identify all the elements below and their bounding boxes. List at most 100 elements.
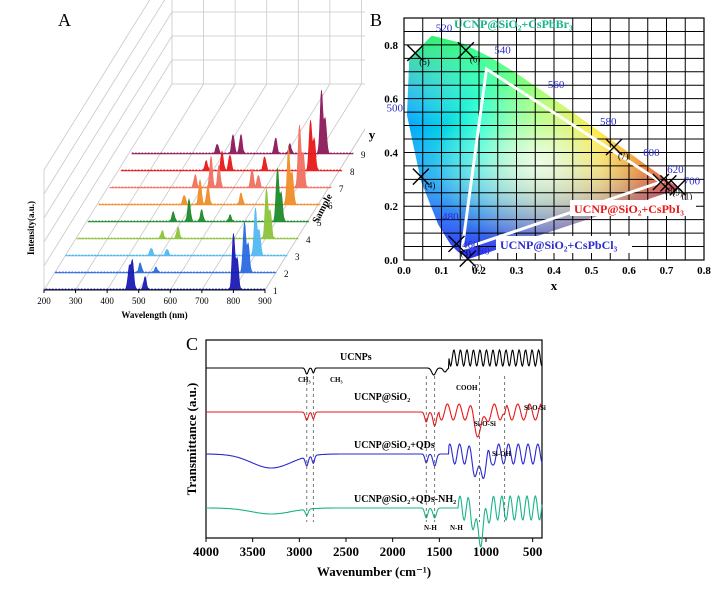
spectrum-3 (65, 207, 288, 257)
x-axis-label: Wavelength (nm) (121, 310, 187, 320)
annotation-br3: UCNP@SiO₂+CsPbBr₃ (454, 17, 573, 31)
point-cross (669, 178, 687, 196)
y-tick-label: 0.2 (384, 201, 398, 213)
wavelength-label: 520 (436, 23, 453, 35)
point-cross (659, 174, 677, 192)
y-axis-label: Transmittance (a.u.) (184, 383, 199, 496)
trace-label: UCNP@SiO₂+QDs-NH₂ (354, 494, 456, 505)
band-annotation: CH₃ (298, 376, 311, 384)
x-axis-label: Wavenumber (cm⁻¹) (317, 564, 431, 579)
plot-frame (205, 339, 543, 539)
point-label: (1) (682, 191, 693, 201)
x-tick-label: 0.0 (397, 265, 411, 277)
spectrum-7 (109, 124, 332, 189)
panel-c-ftir-chart: C UCNPs UCNP@SiO₂ UCNP@SiO₂+QDs UCNP@SiO₂+Q… (178, 330, 724, 591)
x-tick-label: 400 (100, 296, 114, 306)
trace-label: UCNP@SiO₂ (354, 392, 410, 403)
panel-label-c: C (186, 334, 198, 354)
x-tick-label: 300 (69, 296, 83, 306)
x-tick-label: 200 (37, 296, 51, 306)
point-cross (459, 250, 477, 268)
wavelength-label: 540 (494, 44, 511, 56)
x-tick-label: 800 (227, 296, 241, 306)
wavelength-label: 700 (684, 176, 701, 188)
trace-label: UCNPs (340, 352, 372, 363)
spectrum-6 (98, 147, 321, 206)
x-tick-label: 0.4 (547, 265, 561, 277)
panel-a-waterfall-chart: A 9 8 7 6 5 4 3 2 1 200 300 400 500 600 700 800 900 Wavel… (0, 0, 394, 330)
trace-0 (206, 348, 543, 376)
annotation-bg (570, 200, 696, 216)
y-tick-label: 0.4 (384, 147, 398, 159)
band-annotation: Si-OH (492, 450, 512, 458)
x-tick-label: 500 (523, 544, 543, 559)
band-annotation: N-H (424, 524, 437, 532)
wavelength-label: 560 (548, 79, 565, 91)
sample-tick-2: 2 (284, 269, 289, 279)
back-wall (171, 0, 394, 85)
sample-tick-1: 1 (273, 286, 278, 296)
side-grid-h (43, 35, 173, 243)
spectrum-1 (43, 233, 266, 291)
x-tick-label: 3000 (286, 544, 312, 559)
x-tick-label: 0.5 (585, 265, 599, 277)
floor-grid (75, 83, 204, 291)
x-axis-label: x (551, 278, 558, 293)
trace-2 (206, 443, 543, 480)
trace-label: UCNP@SiO₂+QDs (354, 440, 435, 451)
sample-tick-9: 9 (361, 150, 365, 160)
annotation-i3: UCNP@SiO₂+CsPbI₃ (574, 202, 684, 216)
band-annotation: N-H (450, 524, 463, 532)
annotation-cl3: UCNP@SiO₂+CsPbCl₃ (500, 238, 618, 252)
y-axis-label: Intensity(a.u.) (26, 201, 36, 255)
sample-tick-8: 8 (350, 167, 355, 177)
panel-b-cie-chart: B 520 540 560 580 600 620 700 500 480 460 380 (1) (2… (362, 0, 724, 330)
point-label: (4) (425, 181, 436, 191)
point-label: (9) (672, 187, 683, 197)
x-tick-label: 0.8 (697, 265, 711, 277)
wavelength-label: 580 (600, 116, 617, 128)
spectrum-5 (87, 167, 310, 223)
x-tick-label: 0.3 (510, 265, 524, 277)
edge-left-top (43, 0, 151, 171)
side-grid-h (43, 11, 173, 219)
point-label: (5) (419, 57, 430, 67)
point-cross (457, 41, 475, 59)
box-3d (43, 0, 394, 291)
sample-tick-7: 7 (339, 184, 344, 194)
x-tick-label: 1000 (473, 544, 499, 559)
point-cross (406, 44, 424, 62)
wavelength-label: 620 (667, 164, 684, 176)
spectrum-2 (54, 221, 277, 274)
spectrum-8 (120, 120, 343, 172)
x-tick-label: 0.2 (472, 265, 486, 277)
y-tick-label: 0.6 (384, 94, 398, 106)
x-tick-label: 0.7 (660, 265, 674, 277)
x-tick-label: 600 (164, 296, 178, 306)
x-tick-label: 700 (195, 296, 209, 306)
x-tick-label: 2000 (380, 544, 406, 559)
x-tick-label: 0.1 (435, 265, 449, 277)
band-annotation: CH₃ (330, 376, 343, 384)
panel-label-b: B (370, 10, 382, 30)
spectrum-4 (76, 188, 299, 240)
wavelength-label: 500 (387, 102, 404, 114)
point-label: (6) (470, 54, 481, 64)
gamut-triangle (460, 66, 665, 252)
side-grid-h (43, 0, 166, 195)
side-grid-h (43, 59, 173, 267)
point-label: (7) (618, 151, 629, 161)
sample-tick-3: 3 (295, 252, 300, 262)
wavelength-label: 600 (643, 147, 660, 159)
spectrum-9 (131, 90, 354, 155)
annotation-bg (496, 236, 632, 253)
y-axis-label: y (369, 127, 376, 142)
point-cross (412, 168, 430, 186)
point-label: (2) (472, 263, 483, 273)
edge-left (43, 83, 173, 291)
point-cross (652, 173, 670, 191)
trace-3 (206, 494, 543, 548)
band-annotation: Si-O-Si (474, 420, 496, 428)
